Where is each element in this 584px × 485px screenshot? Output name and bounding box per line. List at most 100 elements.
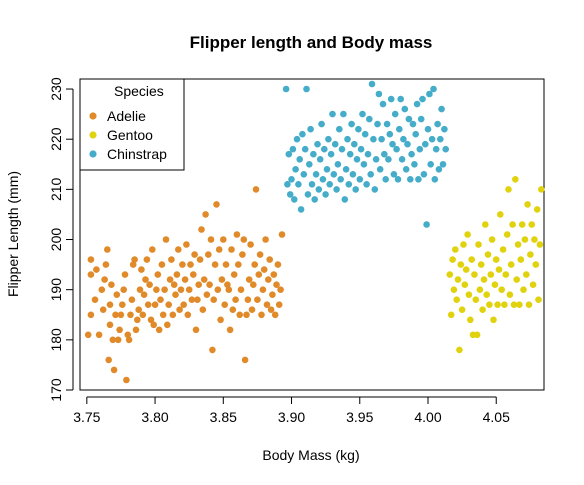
point-chinstrap (348, 120, 355, 128)
point-chinstrap (426, 90, 433, 98)
point-gentoo (457, 261, 465, 268)
point-chinstrap (427, 161, 435, 168)
point-chinstrap (285, 150, 293, 158)
point-adelie (162, 236, 170, 243)
point-adelie (226, 326, 234, 334)
point-chinstrap (293, 135, 301, 143)
point-adelie (247, 241, 254, 248)
point-adelie (232, 296, 239, 304)
point-adelie (84, 331, 92, 339)
point-adelie (258, 311, 265, 319)
point-gentoo (533, 206, 541, 213)
point-chinstrap (402, 166, 410, 173)
point-adelie (190, 271, 197, 278)
point-chinstrap (352, 186, 360, 193)
point-chinstrap (434, 120, 441, 128)
point-adelie (209, 346, 216, 354)
point-gentoo (486, 301, 493, 309)
point-chinstrap (412, 130, 420, 138)
point-adelie (259, 286, 267, 294)
point-chinstrap (342, 166, 350, 173)
point-adelie (255, 271, 263, 278)
point-adelie (164, 321, 171, 329)
point-adelie (149, 246, 156, 253)
point-gentoo (499, 246, 507, 253)
point-adelie (267, 306, 275, 314)
point-gentoo (528, 221, 535, 228)
point-chinstrap (439, 161, 447, 168)
point-chinstrap (423, 221, 430, 228)
legend-marker-gentoo (89, 131, 97, 139)
point-adelie (109, 336, 117, 344)
point-adelie (206, 281, 213, 289)
legend-marker-chinstrap (89, 150, 97, 158)
point-adelie (277, 286, 284, 294)
legend-label-adelie: Adelie (107, 108, 146, 124)
point-adelie (252, 186, 260, 193)
point-adelie (168, 256, 175, 263)
point-chinstrap (381, 150, 388, 158)
point-chinstrap (415, 176, 422, 183)
point-adelie (265, 276, 272, 283)
point-chinstrap (378, 135, 385, 143)
point-chinstrap (385, 156, 392, 163)
point-gentoo (503, 231, 511, 238)
point-chinstrap (340, 110, 347, 118)
point-adelie (116, 326, 123, 334)
point-gentoo (491, 281, 499, 289)
point-adelie (176, 306, 183, 314)
point-adelie (138, 266, 145, 273)
point-gentoo (480, 276, 488, 283)
point-adelie (140, 291, 148, 299)
point-adelie (143, 256, 151, 263)
point-gentoo (512, 176, 519, 183)
point-gentoo (510, 301, 518, 309)
point-adelie (154, 271, 162, 278)
point-adelie (142, 276, 149, 283)
point-adelie (202, 211, 209, 218)
point-adelie (114, 336, 122, 344)
point-adelie (125, 336, 133, 344)
x-tick-label: 4.05 (483, 409, 510, 425)
point-gentoo (460, 241, 467, 248)
point-chinstrap (296, 156, 304, 163)
point-chinstrap (435, 166, 443, 173)
point-gentoo (492, 256, 500, 263)
point-chinstrap (345, 181, 353, 188)
point-chinstrap (409, 120, 417, 128)
point-adelie (203, 291, 211, 299)
point-gentoo (472, 296, 480, 304)
chart-title: Flipper length and Body mass (190, 33, 433, 52)
point-chinstrap (371, 186, 379, 193)
point-chinstrap (357, 145, 365, 153)
point-chinstrap (394, 176, 402, 183)
point-chinstrap (330, 171, 338, 178)
point-gentoo (473, 331, 481, 339)
point-chinstrap (359, 110, 366, 118)
point-chinstrap (419, 95, 426, 103)
point-gentoo (456, 346, 463, 354)
point-chinstrap (438, 105, 445, 113)
x-tick-label: 4.00 (414, 409, 441, 425)
point-adelie (87, 256, 95, 263)
y-axis-label: Flipper Length (mm) (5, 171, 21, 297)
point-chinstrap (318, 120, 325, 128)
y-tick-label: 220 (48, 127, 64, 151)
point-chinstrap (386, 130, 394, 138)
point-chinstrap (300, 171, 308, 178)
legend-label-gentoo: Gentoo (107, 127, 153, 143)
point-chinstrap (288, 176, 295, 183)
point-adelie (236, 311, 243, 319)
point-gentoo (536, 241, 544, 248)
y-tick-label: 180 (48, 328, 64, 352)
point-adelie (244, 296, 252, 304)
point-gentoo (538, 186, 545, 193)
point-adelie (271, 311, 279, 319)
point-chinstrap (321, 145, 328, 153)
point-adelie (207, 236, 215, 243)
point-gentoo (509, 221, 516, 228)
point-adelie (166, 276, 174, 283)
point-adelie (150, 321, 157, 329)
point-adelie (173, 271, 181, 278)
